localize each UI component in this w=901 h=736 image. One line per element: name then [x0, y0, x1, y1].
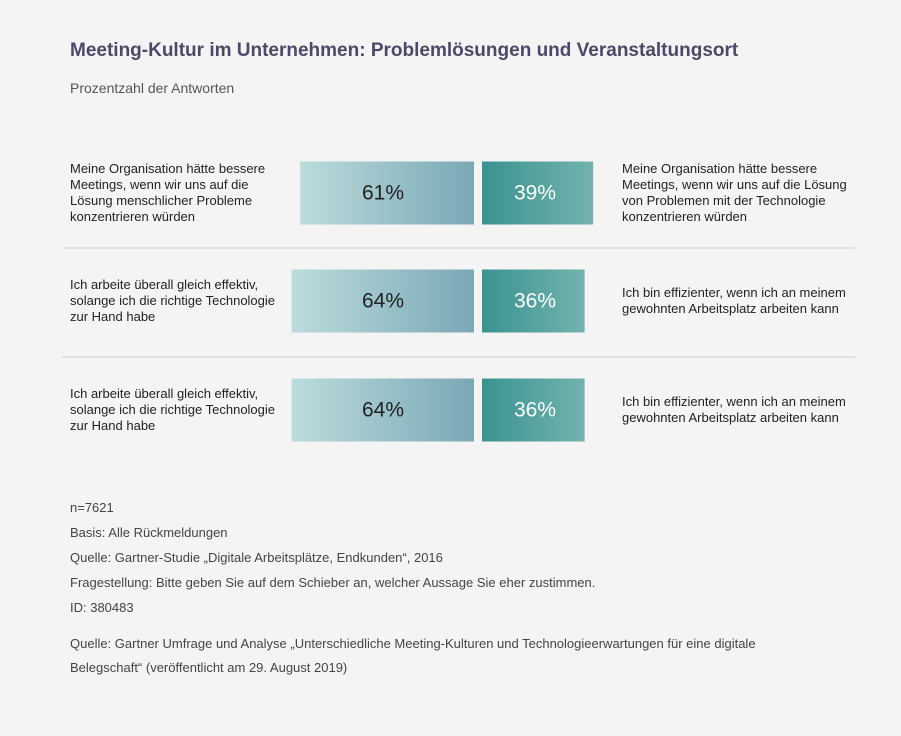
row-label-right: Ich bin effizienter, wenn ich an meinem …: [622, 285, 846, 316]
footnote: Fragestellung: Bitte geben Sie auf dem S…: [70, 575, 596, 590]
chart-subtitle: Prozentzahl der Antworten: [70, 80, 235, 96]
chart-title: Meeting-Kultur im Unternehmen: Problemlö…: [70, 40, 739, 61]
source: Quelle: Gartner Umfrage und Analyse „Unt…: [70, 636, 756, 675]
bar-left: [291, 378, 474, 442]
value-label: 64%: [362, 290, 404, 313]
row-label-left: Ich arbeite überall gleich effektiv, sol…: [70, 386, 276, 433]
value-label: 64%: [362, 399, 404, 422]
row-label-right: Ich bin effizienter, wenn ich an meinem …: [622, 394, 846, 425]
bar-left: [300, 161, 474, 225]
bar-right: [482, 161, 594, 225]
value-label: 36%: [514, 290, 556, 313]
bar-right: [482, 378, 585, 442]
footnote: n=7621: [70, 500, 114, 515]
value-label: 61%: [362, 182, 404, 205]
footnote: Quelle: Gartner-Studie „Digitale Arbeits…: [70, 550, 443, 565]
row-label-left: Ich arbeite überall gleich effektiv, sol…: [70, 277, 276, 324]
value-label: 36%: [514, 399, 556, 422]
bar-right: [482, 269, 585, 333]
bar-left: [291, 269, 474, 333]
row-label-right: Meine Organisation hätte bessere Meeting…: [622, 161, 847, 224]
row-label-left: Meine Organisation hätte bessere Meeting…: [70, 161, 266, 224]
footnote: Basis: Alle Rückmeldungen: [70, 525, 228, 540]
value-label: 39%: [514, 182, 556, 205]
footnote: ID: 380483: [70, 600, 134, 615]
